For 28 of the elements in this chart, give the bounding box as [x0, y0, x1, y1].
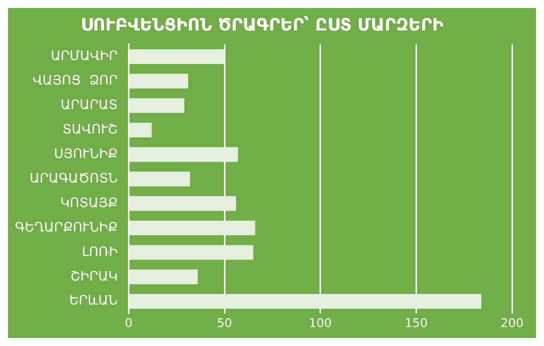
- y-tick-label: ԼՈՌԻ: [82, 244, 118, 260]
- y-tick-label: ՇԻՐԱԿ: [70, 269, 118, 284]
- bar: [129, 220, 256, 236]
- y-tick-label: ԳԵՂԱՐՔՈՒՆԻՔ: [14, 220, 118, 236]
- x-tick-label: 100: [308, 316, 332, 330]
- bar: [129, 172, 190, 186]
- x-tick-label: 0: [124, 316, 133, 330]
- y-tick-label: ԱՐԱԳԱԾՈՏՆ: [30, 171, 118, 186]
- x-tick-label: 150: [404, 316, 428, 330]
- y-tick-label: ԵՐևԱՆ: [69, 294, 118, 309]
- bar: [129, 122, 152, 138]
- x-tick-label: 50: [216, 316, 232, 330]
- bar: [129, 245, 254, 260]
- chart-title: ՍՈՒԲՎԵՆՑԻՈՆ ԾՐԱԳՐԵՐ՝ ԸՍՏ ՄԱՐԶԵՐԻ: [80, 16, 444, 36]
- y-tick-label: ՍՅՈՒՆԻՔ: [54, 146, 118, 162]
- bar: [129, 270, 198, 284]
- bar: [129, 294, 482, 309]
- bar: [129, 147, 238, 162]
- y-tick-label: ԱՐՄԱՎԻՐ: [50, 49, 118, 64]
- y-tick-label: ԿՈՏԱՅՔ: [60, 196, 118, 211]
- bar: [129, 74, 188, 88]
- x-tick-label: 200: [500, 316, 524, 330]
- bar: [129, 98, 184, 113]
- y-tick-label: ՏԱՎՈՒՇ: [62, 122, 118, 138]
- y-tick-label: ՎԱՅՈՑ ՁՈՐ: [32, 73, 118, 88]
- bar: [129, 49, 225, 64]
- y-tick-label: ԱՐԱՐԱՏ: [60, 98, 118, 113]
- bar: [129, 196, 236, 211]
